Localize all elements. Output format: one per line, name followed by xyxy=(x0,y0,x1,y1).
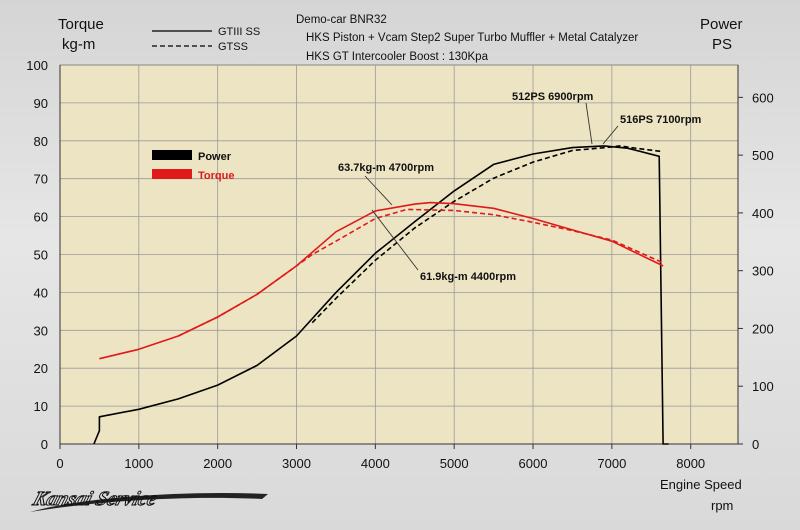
right-axis-title-line1: Power xyxy=(700,16,743,33)
x-axis-title-line1: Engine Speed xyxy=(660,477,742,492)
torque-gtiii-ss-line xyxy=(99,201,664,360)
axes: 0102030405060708090100010020030040050060… xyxy=(26,58,773,471)
x-tick-label: 5000 xyxy=(440,456,469,471)
right-tick-label: 0 xyxy=(752,437,759,452)
annotation-leader-line xyxy=(585,102,593,145)
left-tick-label: 30 xyxy=(34,323,48,338)
left-tick-label: 20 xyxy=(34,361,48,376)
legend-power-swatch xyxy=(152,150,192,160)
x-tick-label: 3000 xyxy=(282,456,311,471)
grid-lines xyxy=(60,65,738,444)
left-tick-label: 60 xyxy=(34,210,48,225)
power-gtiii-ss-line xyxy=(93,145,669,445)
annotation-label: 63.7kg-m 4700rpm xyxy=(338,162,434,174)
right-tick-label: 500 xyxy=(752,148,774,163)
left-tick-label: 50 xyxy=(34,248,48,263)
left-tick-label: 70 xyxy=(34,172,48,187)
legend-label-gtss: GTSS xyxy=(218,41,248,53)
left-axis-title-line1: Torque xyxy=(58,16,104,33)
x-tick-label: 0 xyxy=(56,456,63,471)
x-tick-label: 4000 xyxy=(361,456,390,471)
legend-torque-swatch xyxy=(152,169,192,179)
annotation-leader-line xyxy=(602,125,619,145)
right-axis-title-line2: PS xyxy=(712,36,732,53)
x-axis-title-line2: rpm xyxy=(711,498,733,513)
description-line-2: HKS Piston + Vcam Step2 Super Turbo Muff… xyxy=(306,32,638,44)
left-axis-title-line2: kg-m xyxy=(62,36,95,53)
right-tick-label: 100 xyxy=(752,379,774,394)
annotations: 512PS 6900rpm 516PS 7100rpm 63.7kg-m 4700r… xyxy=(338,91,702,283)
series-group xyxy=(93,145,669,445)
x-tick-label: 2000 xyxy=(203,456,232,471)
annotation-label: 512PS 6900rpm xyxy=(512,91,594,103)
left-tick-label: 80 xyxy=(34,134,48,149)
left-tick-label: 0 xyxy=(41,437,48,452)
logo-text: Kansai Service xyxy=(29,488,160,509)
annotation-label: 516PS 7100rpm xyxy=(620,114,702,126)
description-line-3: HKS GT Intercooler Boost : 130Kpa xyxy=(306,51,489,63)
torque-gtss-line xyxy=(177,208,664,337)
annotation-label: 61.9kg-m 4400rpm xyxy=(420,271,516,283)
annotation-leader-line xyxy=(371,209,419,271)
legend-power-label: Power xyxy=(198,151,232,163)
x-tick-label: 8000 xyxy=(676,456,705,471)
left-tick-label: 90 xyxy=(34,96,48,111)
left-tick-label: 10 xyxy=(34,399,48,414)
left-tick-label: 40 xyxy=(34,285,48,300)
legend-label-gtiii-ss: GTIII SS xyxy=(218,26,260,38)
brand-logo: Kansai Service xyxy=(29,488,268,512)
logo-swoosh xyxy=(30,492,268,512)
description-line-1: Demo-car BNR32 xyxy=(296,14,387,26)
x-tick-label: 7000 xyxy=(597,456,626,471)
legend-torque-label: Torque xyxy=(198,170,234,182)
right-tick-label: 400 xyxy=(752,206,774,221)
left-tick-label: 100 xyxy=(26,58,48,73)
x-tick-label: 1000 xyxy=(124,456,153,471)
right-tick-label: 300 xyxy=(752,264,774,279)
x-tick-label: 6000 xyxy=(519,456,548,471)
right-tick-label: 200 xyxy=(752,321,774,336)
right-tick-label: 600 xyxy=(752,90,774,105)
annotation-leader-line xyxy=(364,175,393,206)
